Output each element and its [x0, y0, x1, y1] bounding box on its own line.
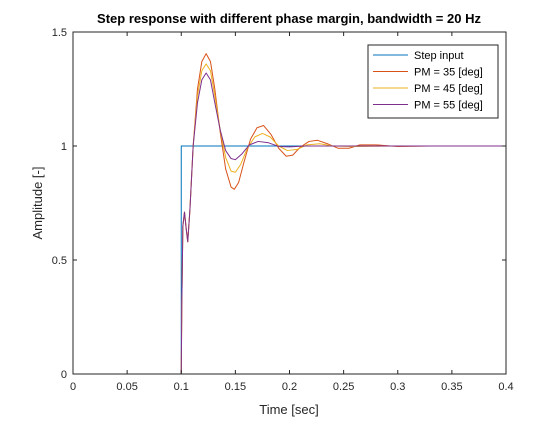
x-tick-label: 0.4 — [498, 381, 513, 393]
x-tick-label: 0.1 — [174, 381, 189, 393]
legend-label-pm-35-deg: PM = 35 [deg] — [414, 67, 483, 79]
legend-box — [367, 44, 499, 119]
x-tick-label: 0.3 — [390, 381, 405, 393]
legend-label-step-input: Step input — [414, 50, 464, 62]
legend-label-pm-45-deg: PM = 45 [deg] — [414, 83, 483, 95]
y-axis-label: Amplitude [-] — [30, 167, 45, 240]
x-tick-label: 0.05 — [116, 381, 137, 393]
y-tick-label: 1 — [61, 141, 67, 153]
y-tick-label: 0 — [61, 369, 67, 381]
chart-title: Step response with different phase margi… — [97, 11, 481, 26]
series-line-pm-55-deg — [73, 72, 506, 374]
x-tick-label: 0.2 — [282, 381, 297, 393]
x-tick-label: 0.35 — [441, 381, 462, 393]
axes: 0 0.05 0.1 0.15 0.2 0.25 0.3 0.35 0.4 0 0.5 1 1.5 — [52, 27, 514, 393]
y-tick-label: 0.5 — [52, 255, 67, 267]
legend: Step input PM = 35 [deg] PM = 45 [deg] PM =… — [367, 44, 499, 119]
legend-label-pm-55-deg: PM = 55 [deg] — [414, 100, 483, 112]
x-tick-label: 0.25 — [333, 381, 354, 393]
x-axis-label: Time [sec] — [259, 402, 318, 417]
x-tick-label: 0 — [70, 381, 76, 393]
y-tick-label: 1.5 — [52, 27, 67, 39]
x-tick-label: 0.15 — [225, 381, 246, 393]
